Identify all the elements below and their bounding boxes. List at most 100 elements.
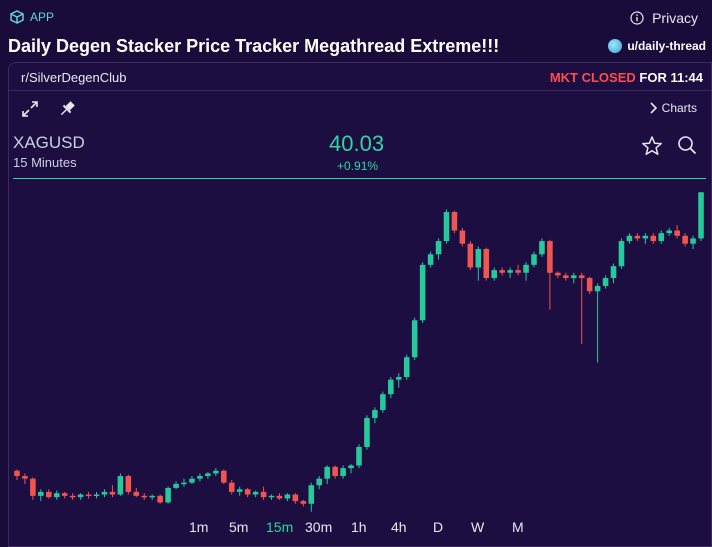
subreddit-name[interactable]: r/SilverDegenClub bbox=[21, 70, 127, 85]
candle bbox=[563, 272, 569, 281]
candle-body bbox=[284, 494, 291, 499]
candle bbox=[101, 489, 108, 498]
candle bbox=[197, 473, 203, 482]
timeframe-15m[interactable]: 15m bbox=[266, 519, 294, 535]
candle bbox=[467, 241, 474, 271]
timeframe-D[interactable]: D bbox=[433, 519, 444, 535]
candle bbox=[602, 275, 609, 289]
candle-body bbox=[610, 266, 617, 279]
price-divider bbox=[13, 178, 706, 179]
timeframe-30m[interactable]: 30m bbox=[305, 519, 333, 535]
candle-body bbox=[220, 470, 227, 483]
expand-icon[interactable] bbox=[21, 100, 39, 118]
candle bbox=[499, 267, 505, 276]
timeframe-5m[interactable]: 5m bbox=[229, 519, 249, 535]
candle bbox=[22, 473, 28, 484]
candle-body bbox=[340, 468, 346, 477]
candle-body bbox=[101, 491, 108, 495]
candle bbox=[594, 283, 601, 363]
pin-icon[interactable] bbox=[57, 99, 77, 119]
timeframe-1m[interactable]: 1m bbox=[189, 519, 209, 535]
user-tag[interactable]: u/daily-thread bbox=[608, 39, 706, 53]
search-icon[interactable] bbox=[677, 135, 697, 155]
candle bbox=[30, 477, 36, 500]
candle-body bbox=[682, 235, 688, 244]
candle-body bbox=[570, 275, 577, 279]
candle-body bbox=[308, 485, 315, 504]
candle bbox=[658, 230, 665, 244]
candle bbox=[77, 493, 84, 500]
price-change: +0.91% bbox=[337, 159, 379, 173]
candle-body bbox=[61, 493, 68, 496]
candle bbox=[133, 487, 140, 498]
candle bbox=[213, 468, 219, 477]
candle bbox=[125, 474, 132, 495]
candle bbox=[236, 486, 243, 496]
candle bbox=[364, 415, 370, 450]
candle-body bbox=[292, 494, 299, 502]
candle-body bbox=[427, 254, 434, 265]
app-label: APP bbox=[30, 10, 55, 24]
candle-body bbox=[14, 470, 20, 477]
candle-body bbox=[515, 270, 521, 273]
candle bbox=[181, 478, 187, 487]
candle-body bbox=[491, 270, 498, 279]
candle bbox=[642, 233, 649, 244]
candle bbox=[698, 192, 704, 242]
market-closed-label: MKT CLOSED bbox=[549, 70, 636, 85]
candle bbox=[356, 444, 362, 469]
candle bbox=[300, 499, 307, 507]
candle-body bbox=[244, 489, 251, 495]
candle-body bbox=[547, 241, 553, 273]
interval-label: 15 Minutes bbox=[13, 155, 77, 170]
candle-body bbox=[69, 495, 76, 498]
privacy-link[interactable]: Privacy bbox=[630, 10, 698, 26]
star-icon[interactable] bbox=[641, 135, 663, 157]
candle bbox=[324, 465, 330, 484]
candle bbox=[340, 465, 346, 479]
candle bbox=[419, 262, 426, 323]
candle-body bbox=[499, 270, 505, 273]
candle bbox=[483, 247, 490, 281]
timeframe-1h[interactable]: 1h bbox=[351, 519, 367, 535]
candle bbox=[690, 235, 696, 249]
candle bbox=[459, 227, 466, 247]
privacy-label: Privacy bbox=[652, 10, 698, 26]
app-badge[interactable]: APP bbox=[10, 10, 54, 24]
candle-body bbox=[475, 249, 482, 268]
candle-body bbox=[268, 495, 275, 498]
candle-body bbox=[252, 491, 259, 495]
candle-body bbox=[46, 491, 52, 498]
candle-body bbox=[435, 241, 442, 255]
candle-body bbox=[411, 320, 418, 358]
candle bbox=[380, 391, 386, 413]
candle-body bbox=[419, 264, 426, 321]
candlestick-chart[interactable] bbox=[9, 183, 709, 513]
avatar bbox=[608, 39, 623, 53]
candle-body bbox=[395, 377, 402, 380]
candle-body bbox=[674, 230, 680, 236]
candle-body bbox=[388, 379, 394, 395]
candle-body bbox=[563, 275, 569, 279]
info-icon bbox=[630, 11, 644, 25]
candle-body bbox=[85, 494, 92, 497]
charts-link[interactable]: Charts bbox=[650, 101, 697, 115]
candle bbox=[276, 493, 283, 500]
candle bbox=[61, 491, 68, 499]
candle-body bbox=[77, 494, 84, 498]
candle-body bbox=[125, 476, 132, 492]
candle-body bbox=[30, 478, 36, 496]
candle bbox=[348, 464, 354, 474]
timeframe-W[interactable]: W bbox=[471, 519, 485, 535]
candle-body bbox=[586, 278, 593, 292]
candle-body bbox=[141, 495, 148, 498]
timeframe-M[interactable]: M bbox=[512, 519, 524, 535]
candle bbox=[555, 271, 561, 279]
market-status: MKT CLOSED FOR 11:44 bbox=[550, 70, 703, 85]
candle bbox=[411, 317, 418, 360]
candle bbox=[157, 494, 163, 504]
candle bbox=[173, 481, 179, 490]
timeframe-4h[interactable]: 4h bbox=[391, 519, 407, 535]
candle bbox=[53, 490, 60, 500]
username: u/daily-thread bbox=[627, 39, 706, 53]
